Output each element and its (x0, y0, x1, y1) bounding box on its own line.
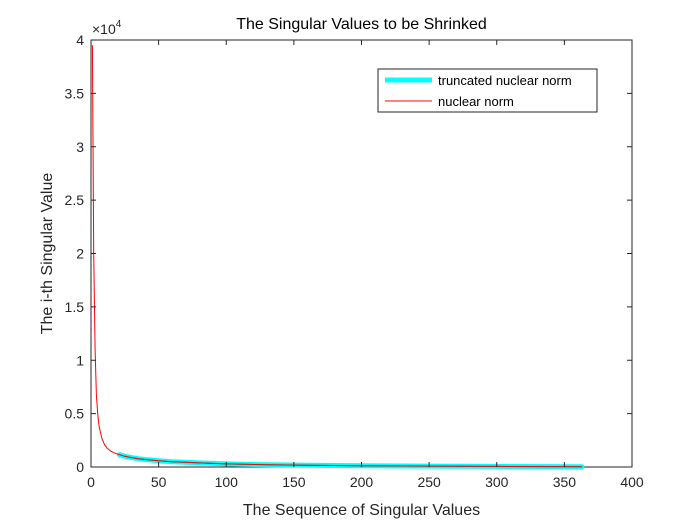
y-tick-label: 1 (76, 352, 84, 368)
x-tick-label: 300 (485, 474, 509, 490)
x-tick-label: 200 (350, 474, 374, 490)
y-tick-label: 2 (76, 246, 84, 262)
legend-label-nuclear-norm: nuclear norm (438, 94, 514, 109)
y-tick-label: 4 (76, 32, 84, 48)
chart-title: The Singular Values to be Shrinked (236, 16, 487, 33)
x-tick-label: 0 (87, 474, 95, 490)
legend: truncated nuclear norm nuclear norm (377, 68, 598, 113)
x-tick-label: 400 (620, 474, 644, 490)
y-exponent-label: ×104 (92, 19, 122, 37)
x-axis-title: The Sequence of Singular Values (243, 502, 480, 519)
y-tick-label: 0.5 (65, 406, 85, 422)
y-tick-label: 3 (76, 139, 84, 155)
x-tick-label: 50 (151, 474, 167, 490)
y-tick-label: 3.5 (65, 85, 85, 101)
y-tick-label: 1.5 (65, 299, 85, 315)
tick-layer: 0 50 100 150 200 250 300 350 400 0 0.5 1 1.5 2 2.5 3 3.5… (65, 32, 644, 490)
x-tick-label: 350 (553, 474, 577, 490)
y-tick-label: 2.5 (65, 192, 85, 208)
series-line-nuclear-norm (91, 45, 583, 468)
y-axis-title: The i-th Singular Value (39, 173, 56, 335)
legend-label-truncated-nuclear-norm: truncated nuclear norm (438, 73, 572, 88)
y-exponent-power: 4 (116, 19, 122, 30)
x-tick-label: 150 (282, 474, 306, 490)
y-tick-label: 0 (76, 459, 84, 475)
series-layer (91, 45, 585, 470)
x-tick-label: 100 (215, 474, 239, 490)
x-tick-label: 250 (417, 474, 441, 490)
y-exponent-base: ×10 (92, 21, 116, 37)
legend-box (377, 68, 598, 113)
